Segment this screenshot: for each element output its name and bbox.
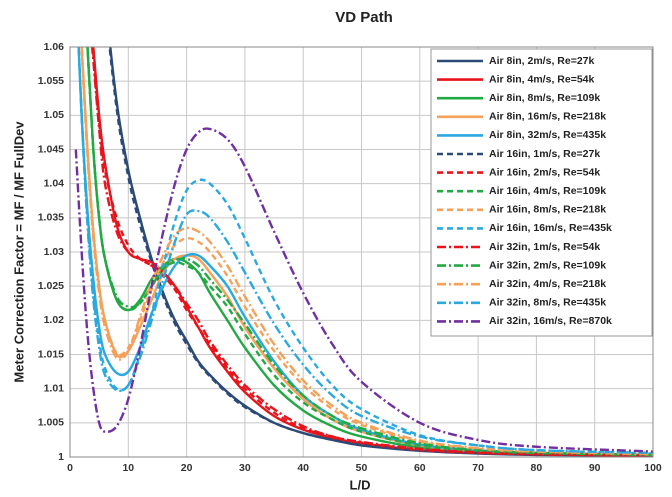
y-tick-label: 1.02 <box>44 314 65 326</box>
legend-label: Air 16in, 2m/s, Re=54k <box>489 166 600 178</box>
x-tick-label: 70 <box>472 462 484 474</box>
legend-label: Air 32in, 4m/s, Re=218k <box>489 278 606 290</box>
x-tick-label: 60 <box>414 462 426 474</box>
legend-label: Air 16in, 16m/s, Re=435k <box>489 222 612 234</box>
plot-lines <box>74 47 653 457</box>
x-tick-label: 90 <box>589 462 601 474</box>
y-tick-label: 1.04 <box>44 177 65 189</box>
legend-label: Air 8in, 16m/s, Re=218k <box>489 111 606 123</box>
x-axis-label: L/D <box>350 477 371 492</box>
series-line <box>74 127 653 453</box>
plot-frame <box>69 46 654 458</box>
y-tick-label: 1.035 <box>38 212 64 224</box>
series-line <box>77 47 653 455</box>
series-line <box>77 47 653 457</box>
legend-label: Air 8in, 8m/s, Re=109k <box>489 92 600 104</box>
series-line <box>80 47 653 456</box>
y-tick-label: 1.045 <box>38 143 64 155</box>
y-tick-label: 1.03 <box>44 246 65 258</box>
series-line <box>86 47 653 457</box>
y-tick-label: 1 <box>58 451 64 463</box>
legend-label: Air 32in, 16m/s, Re=870k <box>489 315 612 327</box>
x-tick-label: 10 <box>122 462 134 474</box>
legend: Air 8in, 2m/s, Re=27k Air 8in, 4m/s, Re=5… <box>430 48 653 337</box>
legend-label: Air 32in, 1m/s, Re=54k <box>489 241 600 253</box>
series-line <box>109 47 653 457</box>
chart-title: VD Path <box>335 9 393 26</box>
legend-label: Air 8in, 4m/s, Re=54k <box>489 73 595 85</box>
x-tick-label: 80 <box>531 462 543 474</box>
x-tick-label: 30 <box>239 462 251 474</box>
y-tick-label: 1.005 <box>38 417 64 429</box>
y-tick-label: 1.015 <box>38 348 64 360</box>
legend-label: Air 8in, 32m/s, Re=435k <box>489 129 606 141</box>
legend-label: Air 32in, 8m/s, Re=435k <box>489 297 606 309</box>
series-line <box>77 47 653 455</box>
legend-label: Air 16in, 4m/s, Re=109k <box>489 185 606 197</box>
y-tick-label: 1.01 <box>44 382 65 394</box>
legend-label: Air 8in, 2m/s, Re=27k <box>489 55 595 67</box>
series-line <box>108 47 653 457</box>
series-line <box>80 47 653 456</box>
x-tick-label: 50 <box>356 462 368 474</box>
y-tick-label: 1.025 <box>38 280 64 292</box>
legend-label: Air 16in, 8m/s, Re=218k <box>489 204 606 216</box>
y-tick-label: 1.06 <box>44 41 65 53</box>
ticks: 1 1.005 1.01 1.015 1.02 1.025 1.03 1.035 1.04 1.0… <box>38 41 662 474</box>
x-tick-label: 100 <box>644 462 662 474</box>
x-tick-label: 20 <box>181 462 193 474</box>
series-line <box>86 47 653 457</box>
y-tick-label: 1.055 <box>38 75 64 87</box>
y-tick-label: 1.05 <box>44 109 65 121</box>
legend-label: Air 16in, 1m/s, Re=27k <box>489 148 600 160</box>
legend-label: Air 32in, 2m/s, Re=109k <box>489 259 606 271</box>
y-axis-label: Meter Correction Factor = MF / MF FullDe… <box>11 121 26 383</box>
x-tick-label: 0 <box>67 462 73 474</box>
x-tick-label: 40 <box>297 462 309 474</box>
